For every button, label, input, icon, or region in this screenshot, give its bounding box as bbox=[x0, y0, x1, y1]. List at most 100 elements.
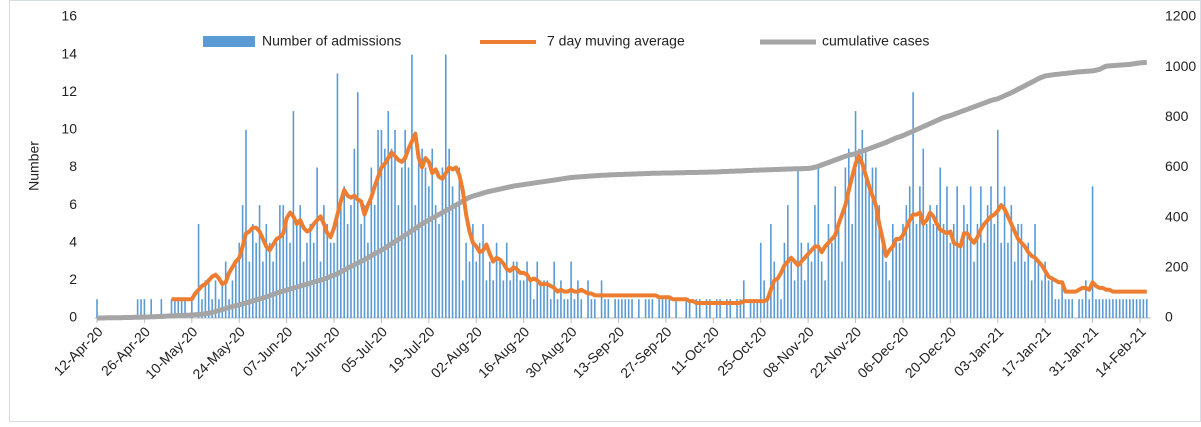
bar bbox=[959, 242, 962, 318]
bar bbox=[231, 280, 234, 318]
bar bbox=[1010, 205, 1013, 318]
x-tick-label: 17-Jan-21 bbox=[998, 323, 1054, 379]
bar bbox=[736, 299, 738, 318]
bar bbox=[1135, 299, 1138, 318]
bar bbox=[868, 186, 870, 318]
bar bbox=[797, 167, 799, 318]
bar bbox=[1020, 223, 1023, 318]
bar bbox=[465, 242, 467, 318]
bar bbox=[543, 280, 545, 318]
bar bbox=[912, 92, 914, 318]
bar bbox=[858, 148, 860, 318]
bar bbox=[908, 186, 911, 318]
bar bbox=[773, 261, 776, 318]
bar bbox=[516, 261, 518, 318]
bar bbox=[482, 223, 484, 318]
bar bbox=[370, 167, 373, 318]
bar bbox=[170, 299, 173, 318]
bar bbox=[512, 261, 515, 318]
x-tick-label: 11-Oct-20 bbox=[667, 323, 722, 378]
y-tick-label: 12 bbox=[61, 83, 77, 99]
bar bbox=[922, 148, 925, 318]
bar bbox=[431, 148, 434, 318]
bar bbox=[377, 129, 379, 318]
bar bbox=[600, 280, 603, 318]
bar bbox=[529, 280, 532, 318]
bar bbox=[1091, 186, 1094, 318]
bar bbox=[356, 92, 359, 318]
bar bbox=[295, 223, 298, 318]
bar bbox=[394, 129, 396, 318]
bar bbox=[902, 223, 904, 318]
bar bbox=[898, 242, 901, 318]
bar bbox=[651, 299, 654, 318]
bar bbox=[661, 299, 664, 318]
bar bbox=[397, 205, 400, 318]
bar bbox=[279, 205, 281, 318]
legend-label: 7 day muving average bbox=[547, 33, 685, 49]
bar bbox=[461, 280, 464, 318]
bar bbox=[214, 280, 217, 318]
bar bbox=[831, 242, 833, 318]
bar bbox=[177, 299, 180, 318]
bar bbox=[875, 167, 877, 318]
bar bbox=[1030, 280, 1033, 318]
bar bbox=[563, 299, 566, 318]
bar bbox=[1101, 299, 1104, 318]
bar bbox=[617, 299, 620, 318]
bar bbox=[1024, 261, 1026, 318]
bar bbox=[1085, 280, 1087, 318]
bar bbox=[458, 167, 461, 318]
bar bbox=[614, 299, 616, 318]
bar bbox=[996, 129, 999, 318]
x-tick-label: 27-Sep-20 bbox=[617, 323, 675, 381]
bar bbox=[665, 299, 667, 318]
bar bbox=[549, 299, 552, 318]
bar bbox=[1064, 299, 1067, 318]
bar bbox=[1095, 299, 1097, 318]
bar bbox=[248, 261, 251, 318]
bar bbox=[1145, 299, 1148, 318]
bar bbox=[1088, 299, 1091, 318]
bar bbox=[1027, 242, 1030, 318]
bar bbox=[780, 299, 782, 318]
y-tick-label: 16 bbox=[61, 8, 77, 24]
bar bbox=[404, 129, 406, 318]
bar bbox=[976, 223, 979, 318]
bar bbox=[245, 129, 247, 318]
bar bbox=[546, 280, 549, 318]
bar bbox=[380, 129, 383, 318]
bar bbox=[759, 242, 762, 318]
bar bbox=[715, 299, 718, 318]
bar bbox=[685, 299, 688, 318]
bar bbox=[658, 299, 660, 318]
bar bbox=[1057, 299, 1060, 318]
bar bbox=[224, 261, 227, 318]
bar bbox=[1122, 299, 1124, 318]
bar bbox=[709, 299, 711, 318]
bar bbox=[983, 242, 986, 318]
y2-tick-label: 400 bbox=[1165, 208, 1189, 224]
bar bbox=[509, 280, 511, 318]
bar bbox=[573, 299, 576, 318]
legend-label: Number of admissions bbox=[262, 33, 401, 49]
bar bbox=[878, 205, 881, 318]
bar bbox=[505, 242, 508, 318]
bar bbox=[854, 111, 857, 318]
bar bbox=[817, 167, 820, 318]
bar bbox=[905, 205, 908, 318]
bar bbox=[675, 299, 677, 318]
bar bbox=[577, 280, 579, 318]
bar bbox=[448, 148, 450, 318]
line-series bbox=[97, 59, 1147, 321]
bar bbox=[1040, 280, 1043, 318]
bar bbox=[783, 242, 786, 318]
bar bbox=[644, 299, 647, 318]
bar bbox=[648, 299, 650, 318]
bar bbox=[485, 280, 488, 318]
bar bbox=[455, 205, 457, 318]
bar bbox=[235, 261, 237, 318]
bar bbox=[424, 167, 427, 318]
x-tick-label: 03-Jan-21 bbox=[951, 323, 1007, 379]
